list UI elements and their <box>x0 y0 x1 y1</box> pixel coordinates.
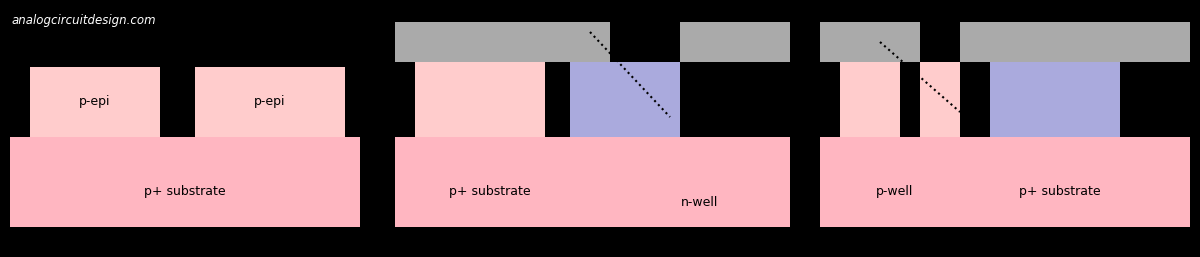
Bar <box>680 22 790 62</box>
Bar <box>900 62 920 137</box>
Bar <box>960 22 1190 62</box>
Bar <box>160 67 194 137</box>
Bar <box>960 62 980 137</box>
Text: p-epi: p-epi <box>254 96 286 108</box>
Bar <box>545 62 565 137</box>
Bar <box>820 62 840 137</box>
Text: p+ substrate: p+ substrate <box>144 186 226 198</box>
Text: n-well: n-well <box>682 196 719 208</box>
Bar <box>570 62 700 137</box>
Text: p-well: p-well <box>876 186 913 198</box>
Bar <box>900 62 920 137</box>
Text: p+ substrate: p+ substrate <box>1019 186 1100 198</box>
Bar <box>194 67 346 137</box>
Bar <box>545 62 570 137</box>
Bar <box>840 62 960 137</box>
Bar <box>30 67 160 137</box>
Bar <box>960 62 990 137</box>
Bar <box>1120 62 1140 137</box>
Bar <box>395 22 610 62</box>
Bar <box>820 62 840 137</box>
Text: analogcircuitdesign.com: analogcircuitdesign.com <box>12 14 157 27</box>
Bar <box>395 62 415 137</box>
Bar <box>990 62 1120 137</box>
Bar <box>680 62 700 137</box>
Bar <box>770 62 790 137</box>
Bar <box>10 137 360 227</box>
Text: p+ substrate: p+ substrate <box>449 186 530 198</box>
Bar <box>395 137 790 227</box>
Bar <box>820 137 1190 227</box>
Text: p-epi: p-epi <box>79 96 110 108</box>
Bar <box>415 62 545 137</box>
Bar <box>820 22 920 62</box>
